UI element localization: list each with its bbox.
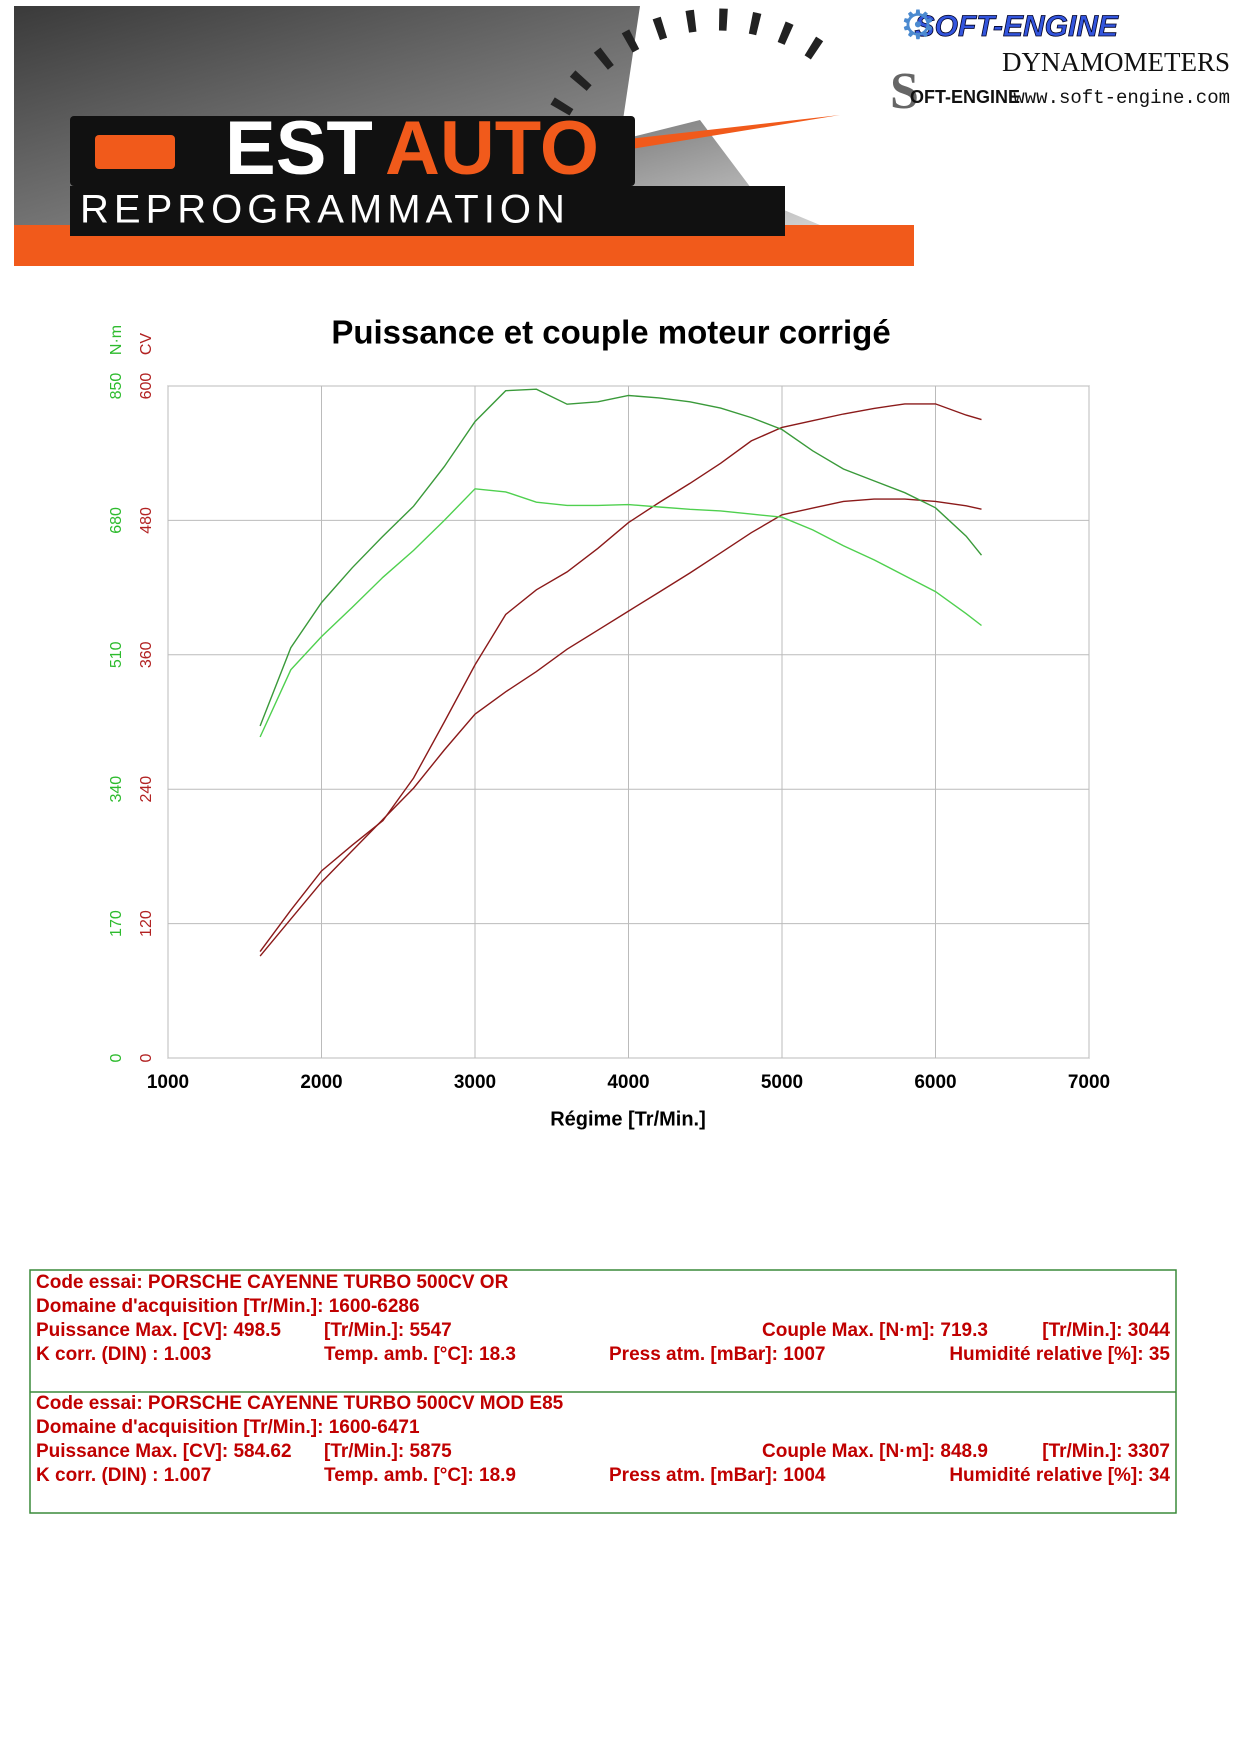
y2-tick-label: 170 xyxy=(108,910,125,937)
x-tick-label: 5000 xyxy=(761,1072,803,1093)
logo-reprog: REPROGRAMMATION xyxy=(80,188,570,232)
y-tick-label: 360 xyxy=(138,641,155,668)
brand-url: www.soft-engine.com xyxy=(1013,87,1230,109)
y-tick-label: 0 xyxy=(138,1053,155,1062)
x-tick-label: 2000 xyxy=(300,1072,342,1093)
brand-mark: OFT-ENGINE xyxy=(910,87,1020,107)
y2-tick-label: 510 xyxy=(108,641,125,668)
y-tick-label: 480 xyxy=(138,507,155,534)
info-text: [Tr/Min.]: 5547 xyxy=(324,1320,452,1341)
logo-auto: AUTO xyxy=(385,106,599,191)
y-tick-label: 600 xyxy=(138,373,155,400)
x-tick-label: 6000 xyxy=(914,1072,956,1093)
brand-dyn: DYNAMOMETERS xyxy=(1002,47,1230,77)
x-tick-label: 1000 xyxy=(147,1072,189,1093)
y2-axis-label: N·m xyxy=(108,325,125,355)
info-text: Puissance Max. [CV]: 584.62 xyxy=(36,1441,292,1462)
y-tick-label: 240 xyxy=(138,776,155,803)
info-text: Couple Max. [N·m]: 848.9 xyxy=(762,1441,988,1462)
info: Code essai: PORSCHE CAYENNE TURBO 500CV … xyxy=(36,1272,1170,1486)
y2-tick-label: 0 xyxy=(108,1053,125,1062)
line xyxy=(259,488,982,738)
info-text: [Tr/Min.]: 3044 xyxy=(1042,1320,1170,1341)
y2-tick-label: 680 xyxy=(108,507,125,534)
line xyxy=(259,388,983,727)
info-text: Domaine d'acquisition [Tr/Min.]: 1600-64… xyxy=(36,1417,420,1438)
logo-swoosh xyxy=(620,6,914,225)
info-text: Humidité relative [%]: 35 xyxy=(949,1344,1170,1365)
y2-tick-label: 850 xyxy=(108,373,125,400)
info-text: Code essai: PORSCHE CAYENNE TURBO 500CV … xyxy=(36,1272,509,1293)
info-text: Puissance Max. [CV]: 498.5 xyxy=(36,1320,281,1341)
y-axis-label: CV xyxy=(138,333,155,356)
brand-icon: ⚙ xyxy=(900,4,936,48)
x-tick-label: 7000 xyxy=(1068,1072,1110,1093)
logo-est: EST xyxy=(225,106,373,191)
brand-s: S xyxy=(890,63,919,120)
info-text: Humidité relative [%]: 34 xyxy=(949,1465,1170,1486)
x-axis-label: Régime [Tr/Min.] xyxy=(550,1108,706,1130)
info-text: Code essai: PORSCHE CAYENNE TURBO 500CV … xyxy=(36,1393,564,1414)
chart-title: Puissance et couple moteur corrigé xyxy=(331,314,890,351)
info-text: Couple Max. [N·m]: 719.3 xyxy=(762,1320,988,1341)
info-text: K corr. (DIN) : 1.007 xyxy=(36,1465,211,1486)
x-tick-label: 4000 xyxy=(607,1072,649,1093)
info-text: Press atm. [mBar]: 1004 xyxy=(609,1465,826,1486)
engine-icon xyxy=(95,135,175,169)
y2-tick-label: 340 xyxy=(108,776,125,803)
plot: 1000 2000 3000 4000 5000 6000 7000012024036048… xyxy=(108,325,1110,1093)
info-text: Temp. amb. [°C]: 18.3 xyxy=(324,1344,516,1365)
line xyxy=(259,403,982,953)
x-tick-label: 3000 xyxy=(454,1072,496,1093)
y-tick-label: 120 xyxy=(138,910,155,937)
brand: SOFT-ENGINE xyxy=(915,10,1119,43)
info-text: [Tr/Min.]: 5875 xyxy=(324,1441,452,1462)
line xyxy=(259,498,982,957)
logo-box xyxy=(70,116,635,186)
gauge-needle xyxy=(620,115,840,150)
info-text: [Tr/Min.]: 3307 xyxy=(1042,1441,1170,1462)
info-text: Press atm. [mBar]: 1007 xyxy=(609,1344,826,1365)
info-text: K corr. (DIN) : 1.003 xyxy=(36,1344,211,1365)
info-text: Domaine d'acquisition [Tr/Min.]: 1600-62… xyxy=(36,1296,420,1317)
header: EST AUTO REPROGRAMMATION SOFT-ENGINE DYN… xyxy=(14,4,1230,266)
info-text: Temp. amb. [°C]: 18.9 xyxy=(324,1465,516,1486)
logo-reprog-box xyxy=(70,186,785,236)
